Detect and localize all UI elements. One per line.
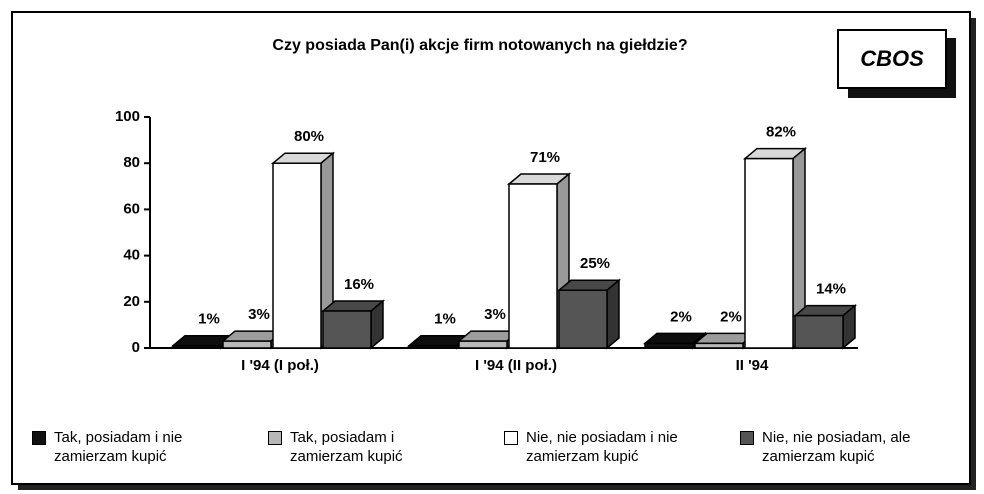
legend-label: Tak, posiadam i zamierzam kupić [290,429,403,465]
bar [556,278,622,350]
x-tick-label: II '94 [736,357,769,374]
legend-item: Nie, nie posiadam i nie zamierzam kupić [504,428,704,466]
bar-face [458,340,508,349]
y-tick-label: 80 [123,154,140,171]
bar [456,329,522,350]
bar-face [222,340,272,349]
value-label: 3% [484,306,506,323]
bar [320,299,386,350]
legend-swatch [268,431,282,445]
bar-face [508,183,558,349]
value-label: 1% [434,311,456,328]
logo-box [837,29,947,89]
bar-face [794,314,844,349]
value-label: 82% [766,124,796,141]
bar-face [172,344,222,349]
legend-item: Tak, posiadam i zamierzam kupić [268,428,468,466]
bar-face [408,344,458,349]
value-label: 16% [344,276,374,293]
y-tick-label: 0 [132,339,140,356]
bar-face [322,310,372,349]
bar [792,304,858,350]
value-label: 80% [294,128,324,145]
chart-title: Czy posiada Pan(i) akcje firm notowanych… [272,37,687,54]
y-tick-label: 60 [123,200,140,217]
value-label: 3% [248,306,270,323]
bar-face [744,157,794,349]
legend-swatch [504,431,518,445]
value-label: 71% [530,149,560,166]
legend-swatch [32,431,46,445]
bar-face [558,289,608,349]
legend-item: Nie, nie posiadam, ale zamierzam kupić [740,428,940,466]
x-tick-label: I '94 (I poł.) [241,357,319,374]
legend-item: Tak, posiadam i nie zamierzam kupić [32,428,232,466]
bar-face [694,342,744,349]
y-tick-label: 20 [123,293,140,310]
value-label: 25% [580,255,610,272]
bar-face [272,162,322,349]
legend-label: Nie, nie posiadam, ale zamierzam kupić [762,429,911,465]
legend-label: Tak, posiadam i nie zamierzam kupić [54,429,183,465]
y-tick-label: 40 [123,247,140,264]
value-label: 14% [816,281,846,298]
legend-swatch [740,431,754,445]
legend-label: Nie, nie posiadam i nie zamierzam kupić [526,429,678,465]
value-label: 2% [720,308,742,325]
logo: CBOS [860,46,924,71]
frame [11,11,971,485]
x-tick-label: I '94 (II poł.) [475,357,557,374]
bar-face [606,278,620,350]
y-tick-label: 100 [115,108,140,125]
bar-face [644,342,694,349]
value-label: 1% [198,311,220,328]
bar [742,146,808,350]
value-label: 2% [670,308,692,325]
